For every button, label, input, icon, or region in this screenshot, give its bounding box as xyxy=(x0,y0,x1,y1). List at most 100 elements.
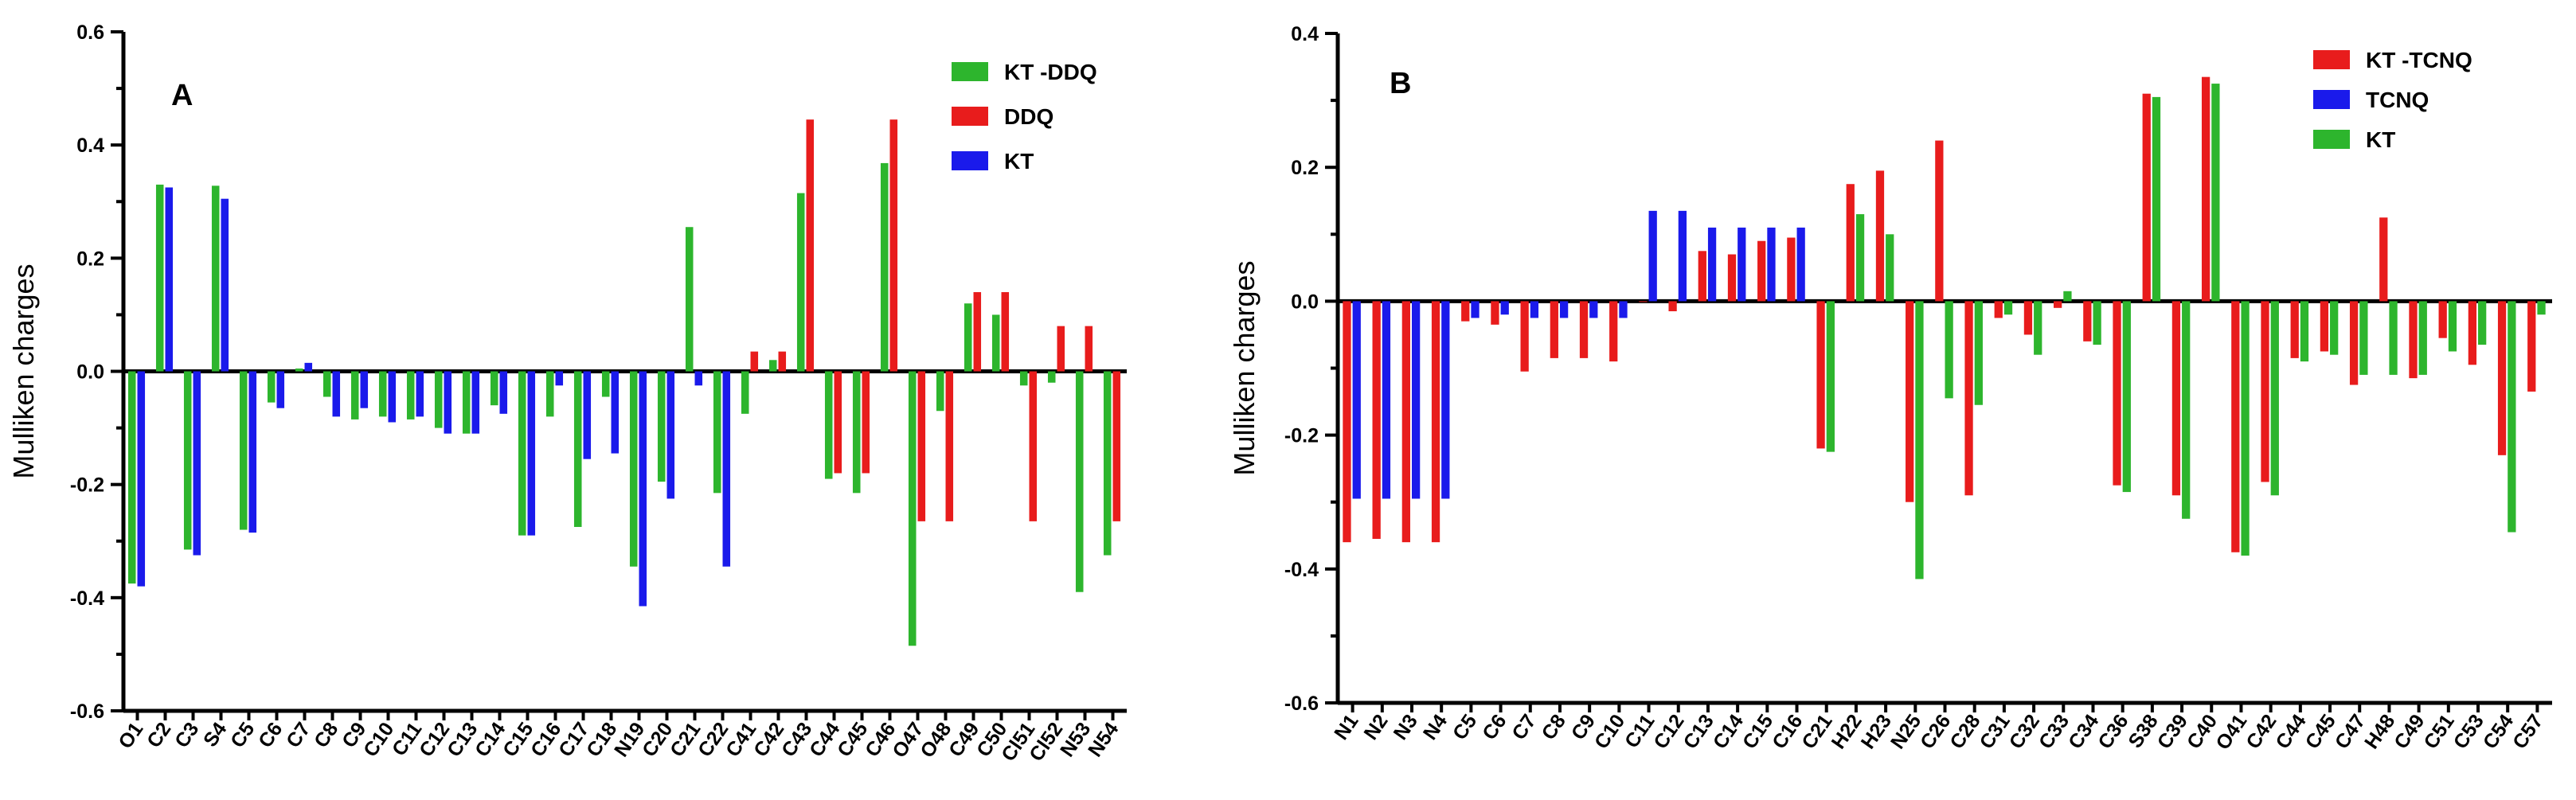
x-tick-label: S4 xyxy=(199,718,232,751)
bar-C36-kt xyxy=(2122,301,2131,493)
legend-label: KT -DDQ xyxy=(1004,60,1097,84)
bar-C6-kt-ddq xyxy=(267,371,276,403)
legend-swatch xyxy=(952,107,988,126)
bar-C42-kt-ddq xyxy=(768,360,777,372)
x-tick-label: C54 xyxy=(2479,710,2518,753)
bar-C45-kt xyxy=(2330,301,2339,355)
bar-O1-kt xyxy=(137,371,146,587)
bar-Cl51-kt-ddq xyxy=(1019,371,1028,386)
bar-N25-kt-tcnq xyxy=(1906,301,1914,502)
bar-C10-tcnq xyxy=(1619,301,1628,318)
bar-C50-ddq xyxy=(1001,291,1010,372)
x-tick-label: C53 xyxy=(2449,710,2488,753)
x-tick-label: C44 xyxy=(2272,710,2311,753)
x-tick-label: C10 xyxy=(1590,710,1629,753)
bar-C34-kt xyxy=(2093,301,2101,345)
bar-C43-kt-ddq xyxy=(796,193,805,372)
bar-C57-kt xyxy=(2537,301,2546,315)
bar-C43-ddq xyxy=(806,119,815,372)
legend-swatch xyxy=(2313,130,2350,149)
bar-C42-ddq xyxy=(778,351,787,372)
bar-C51-kt-tcnq xyxy=(2438,301,2447,338)
x-tick-label: C6 xyxy=(254,718,287,751)
bar-N53-ddq xyxy=(1085,326,1093,372)
bar-C28-kt xyxy=(1974,301,1983,405)
bar-C54-kt-tcnq xyxy=(2497,301,2507,455)
panel-label: A xyxy=(171,79,193,112)
bar-C39-kt-tcnq xyxy=(2171,301,2181,496)
bar-C53-kt-tcnq xyxy=(2468,301,2477,365)
chart-panel-A: -0.6 -0.4 -0.2 0.0 0.2 0.4 0.6 Mulliken charges… xyxy=(7,21,1127,766)
bar-O47-ddq xyxy=(917,371,926,521)
legend-swatch xyxy=(2313,90,2350,109)
bar-C5-kt-ddq xyxy=(239,371,248,530)
bar-C57-kt-tcnq xyxy=(2527,301,2536,392)
panel-label: B xyxy=(1390,67,1411,100)
bar-C16-kt-ddq xyxy=(545,371,554,417)
bar-C45-ddq xyxy=(862,371,870,474)
bar-C3-kt-ddq xyxy=(183,371,192,550)
bar-C2-kt xyxy=(165,187,174,372)
bar-C14-kt-tcnq xyxy=(1727,254,1737,302)
bar-C20-kt-ddq xyxy=(657,371,666,482)
y-tick-label: 0.2 xyxy=(76,248,104,270)
bar-C11-kt-tcnq xyxy=(1639,301,1648,302)
legend-swatch xyxy=(2313,50,2350,69)
bar-N2-tcnq xyxy=(1382,301,1391,499)
bar-C39-kt xyxy=(2182,301,2191,519)
bar-H23-kt xyxy=(1886,234,1894,302)
y-tick-label: -0.4 xyxy=(70,587,104,610)
bar-C21-kt xyxy=(694,371,703,386)
bar-C42-kt-tcnq xyxy=(2261,301,2269,482)
bar-N54-kt-ddq xyxy=(1103,371,1112,556)
x-tick-label: C21 xyxy=(1797,710,1836,753)
y-tick-label: 0.0 xyxy=(76,361,104,384)
x-tick-label: C28 xyxy=(1945,710,1984,753)
x-tick-label: C7 xyxy=(1507,710,1540,743)
x-tick-label: C3 xyxy=(170,718,203,751)
bar-C31-kt xyxy=(2003,301,2013,315)
bar-N19-kt xyxy=(639,371,647,607)
bar-C14-tcnq xyxy=(1738,227,1746,302)
x-tick-label: C2 xyxy=(143,718,175,751)
bar-C17-kt-ddq xyxy=(573,371,582,527)
bar-C45-kt-tcnq xyxy=(2320,301,2329,352)
bar-C47-kt xyxy=(2359,301,2368,375)
bar-C54-kt xyxy=(2508,301,2516,533)
bar-N25-kt xyxy=(1915,301,1924,580)
bar-S4-kt-ddq xyxy=(211,185,220,372)
bar-C26-kt xyxy=(1945,301,1953,399)
x-tick-label: C8 xyxy=(310,718,342,751)
x-tick-label: N25 xyxy=(1886,710,1925,753)
bar-C12-tcnq xyxy=(1678,210,1687,302)
bar-C32-kt xyxy=(2034,301,2042,355)
bar-C10-kt-ddq xyxy=(378,371,387,417)
bar-C16-tcnq xyxy=(1796,227,1805,302)
bar-C16-kt-tcnq xyxy=(1787,237,1796,302)
x-tick-label: C15 xyxy=(1738,710,1777,753)
bar-C15-kt xyxy=(527,371,536,536)
bar-C49-kt xyxy=(2418,301,2427,375)
bar-C21-kt-tcnq xyxy=(1816,301,1825,449)
bar-C17-kt xyxy=(583,371,592,459)
x-tick-label: C39 xyxy=(2153,710,2192,753)
legend-label: DDQ xyxy=(1004,104,1053,129)
bar-C15-kt-tcnq xyxy=(1757,240,1766,302)
bar-C9-kt-ddq xyxy=(350,371,359,420)
bar-C8-kt-tcnq xyxy=(1550,301,1558,358)
bar-C47-kt-tcnq xyxy=(2349,301,2359,385)
y-tick-label: 0.2 xyxy=(1291,157,1319,179)
bar-C3-kt xyxy=(193,371,201,556)
x-tick-label: C34 xyxy=(2064,710,2103,753)
x-tick-label: O1 xyxy=(114,718,147,752)
y-tick-label: 0.4 xyxy=(1291,23,1319,45)
bar-C44-kt-tcnq xyxy=(2290,301,2299,358)
bar-H22-kt xyxy=(1855,214,1865,302)
x-tick-label: C31 xyxy=(1976,710,2015,753)
bar-C33-kt-tcnq xyxy=(2054,301,2062,308)
bar-C8-kt xyxy=(332,371,341,417)
x-tick-label: C42 xyxy=(2242,710,2281,753)
bar-C46-ddq xyxy=(889,119,898,372)
bar-C9-kt xyxy=(360,371,369,408)
bar-H23-kt-tcnq xyxy=(1875,170,1885,302)
